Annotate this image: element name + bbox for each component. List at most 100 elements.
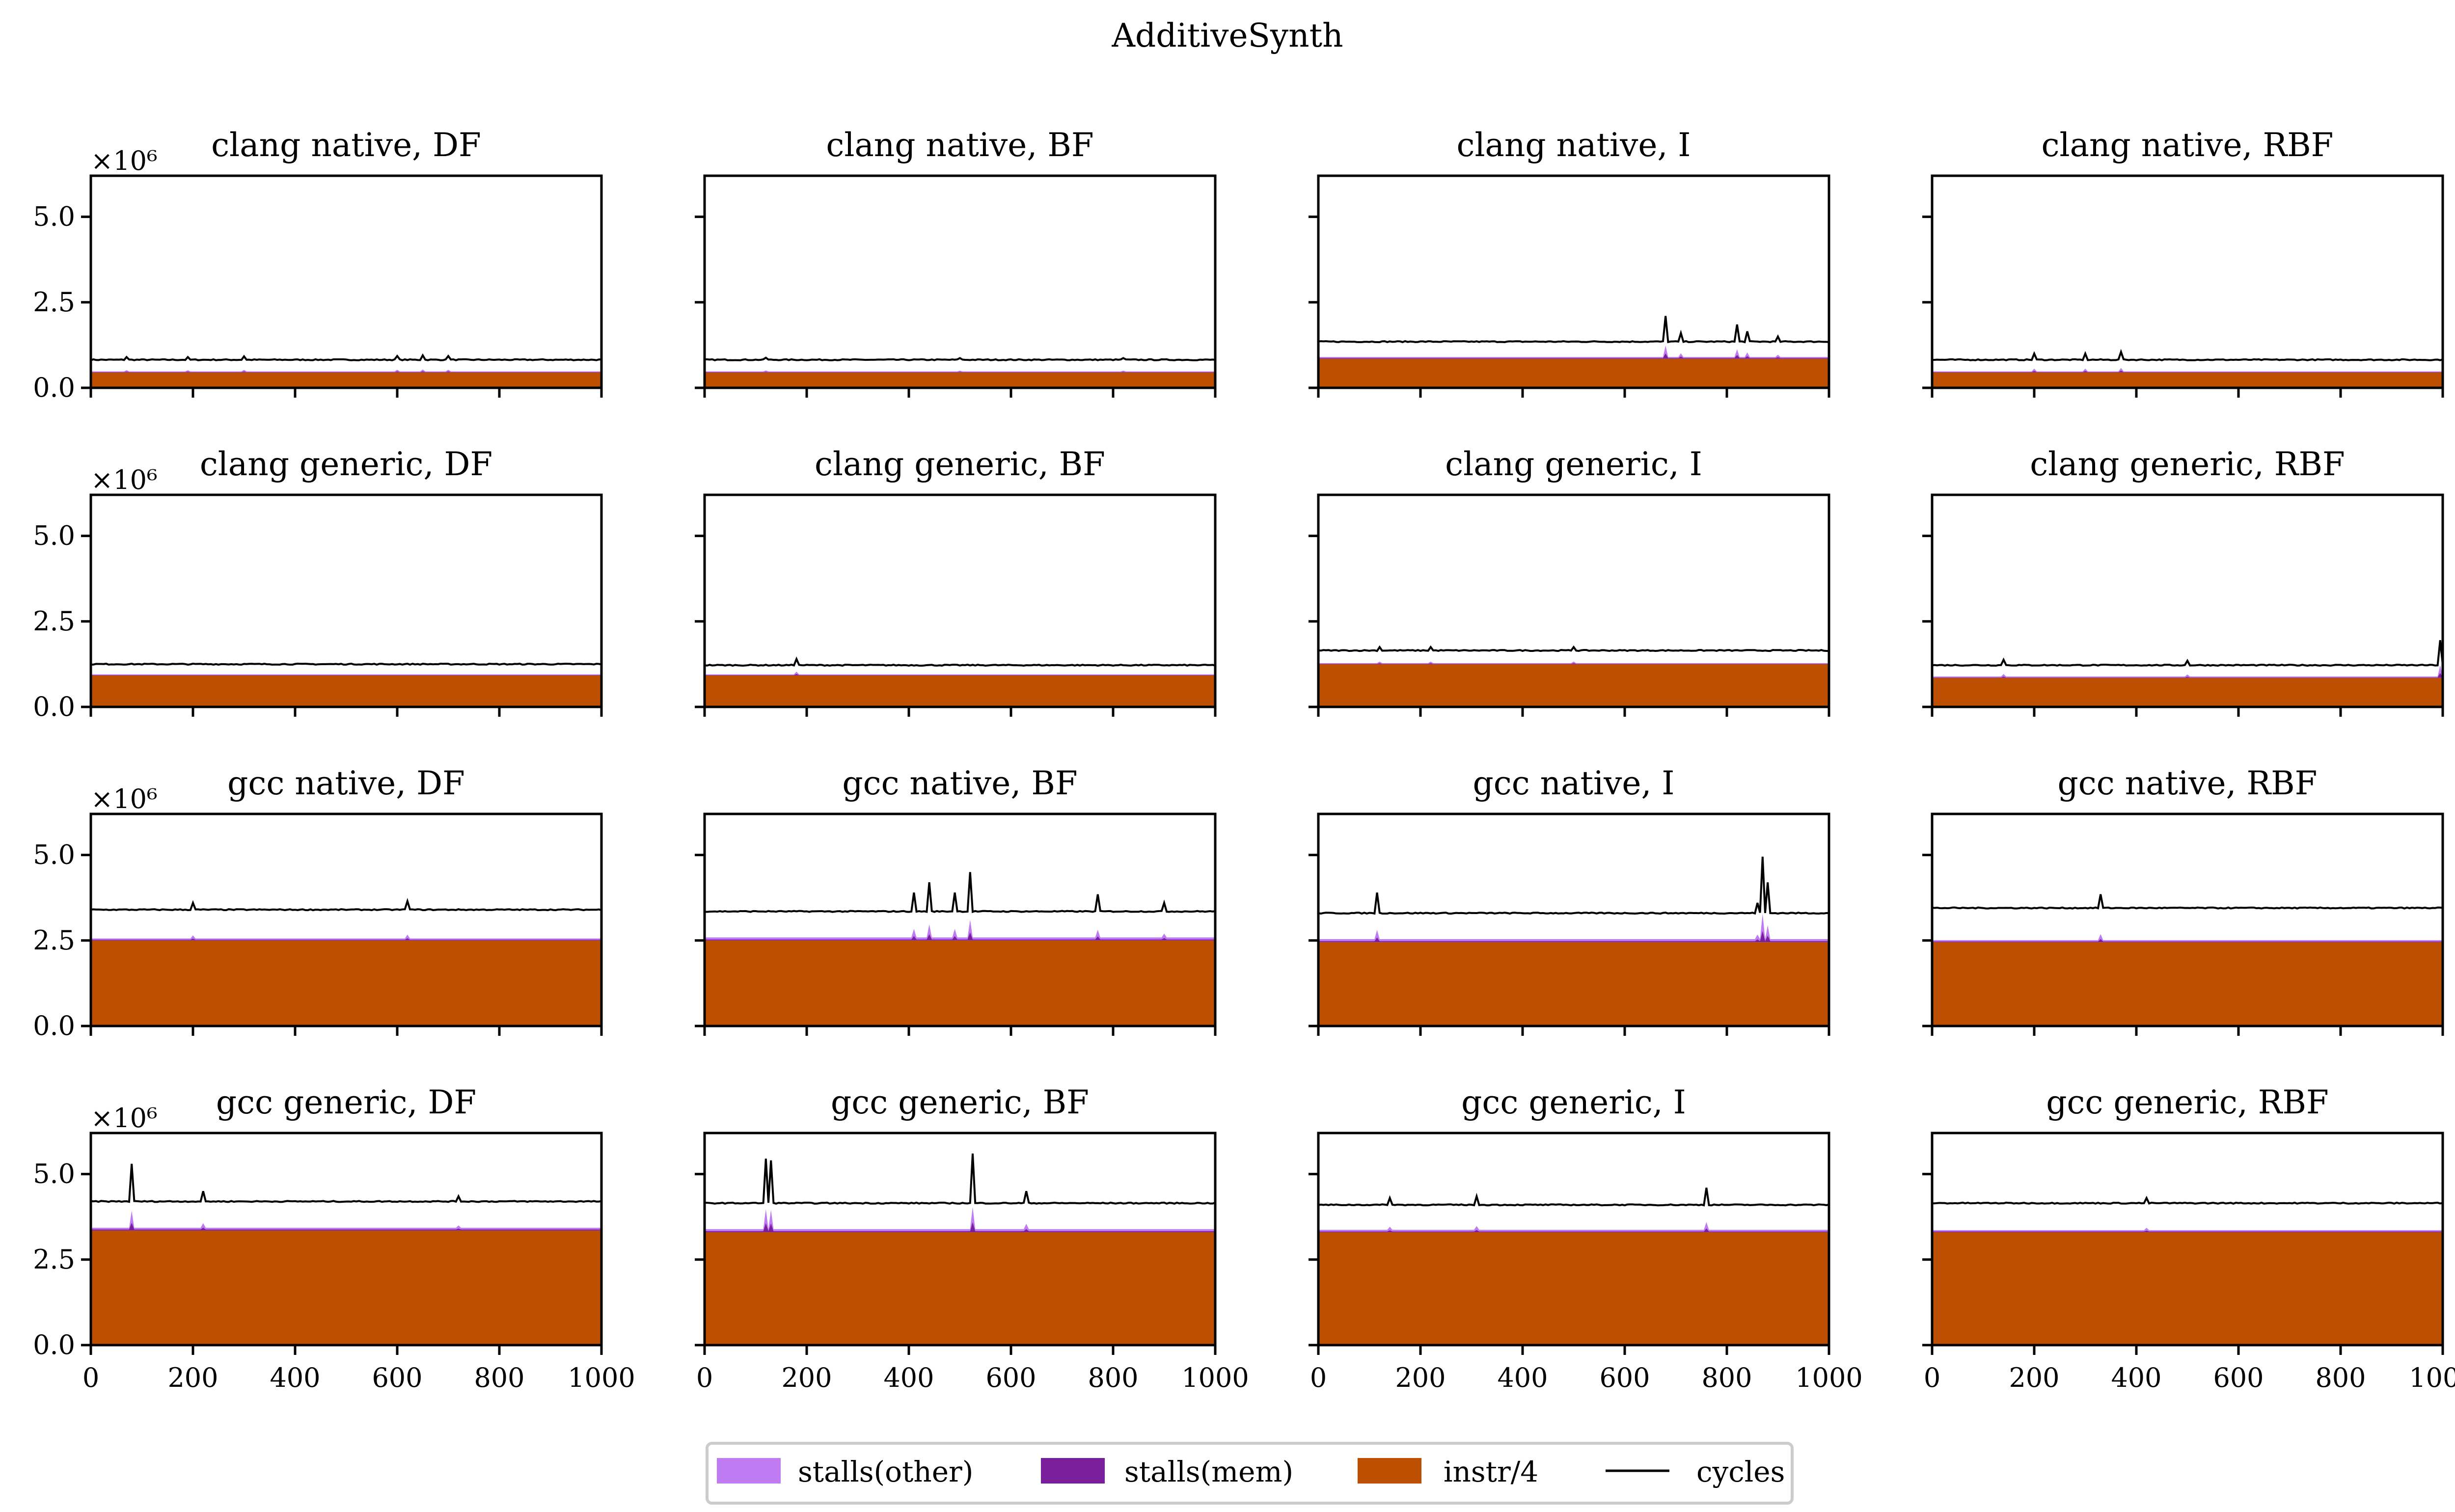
stalls-other-area <box>1318 661 1829 664</box>
x-tick-label: 600 <box>985 1362 1036 1393</box>
x-tick-label: 0 <box>1310 1362 1327 1393</box>
cycles-line <box>90 897 602 912</box>
instr-area <box>1932 942 2443 1026</box>
stalls-other-area <box>1932 934 2443 943</box>
y-tick-label: 0.0 <box>33 1329 75 1360</box>
cycles-line <box>1318 857 1829 915</box>
panel-title: clang native, DF <box>211 126 481 164</box>
instr-area <box>705 372 1215 388</box>
stalls-mem-area <box>705 674 1215 675</box>
panel-title: gcc generic, BF <box>831 1083 1089 1121</box>
x-tick-label: 0 <box>696 1362 713 1393</box>
stalls-other-area <box>705 1207 1215 1233</box>
panel-grid: clang native, DF 0.0 2.5 5.0 ×10⁶ clang nativ… <box>33 126 2455 1393</box>
panel: gcc native, I <box>1309 764 1830 1036</box>
panel-title: clang generic, BF <box>815 445 1105 483</box>
instr-area <box>1932 1232 2443 1345</box>
cycles-line <box>1932 640 2444 667</box>
instr-area <box>1318 358 1829 388</box>
cycles-line <box>1932 1195 2443 1205</box>
axes-frame <box>89 812 603 1027</box>
legend-label-stalls-other: stalls(other) <box>798 1455 973 1488</box>
x-tick-label: 800 <box>1088 1362 1138 1393</box>
y-tick-label: 0.0 <box>33 372 75 403</box>
figure-title: AdditiveSynth <box>1111 17 1343 54</box>
y-offset-label: ×10⁶ <box>91 1103 158 1134</box>
x-tick-label: 200 <box>781 1362 832 1393</box>
instr-area <box>705 1232 1215 1345</box>
legend-label-cycles: cycles <box>1696 1455 1785 1488</box>
y-tick-label: 5.0 <box>33 839 75 870</box>
stalls-other-area <box>705 370 1215 373</box>
y-tick-label: 5.0 <box>33 1159 75 1189</box>
panel: clang generic, I <box>1309 445 1830 717</box>
legend-swatch-stalls-mem <box>1041 1458 1105 1484</box>
x-tick-label: 200 <box>2009 1362 2059 1393</box>
panel-title: gcc native, DF <box>227 764 465 802</box>
stalls-other-area <box>705 919 1215 941</box>
axes-frame <box>89 174 603 389</box>
y-tick-label: 2.5 <box>33 925 75 956</box>
cycles-line <box>704 872 1216 913</box>
legend-label-instr: instr/4 <box>1444 1455 1538 1488</box>
instr-area <box>91 940 601 1026</box>
axes-frame <box>703 174 1217 389</box>
stalls-mem-area <box>1932 1230 2443 1233</box>
axes-frame <box>1931 812 2444 1027</box>
y-tick-label: 2.5 <box>33 287 75 318</box>
x-tick-label: 400 <box>883 1362 934 1393</box>
x-tick-label: 800 <box>2315 1362 2366 1393</box>
instr-area <box>1932 677 2443 707</box>
cycles-line <box>1318 645 1829 652</box>
stalls-mem-area <box>1318 353 1829 359</box>
cycles-line <box>704 356 1216 361</box>
stalls-other-area <box>1318 1222 1829 1233</box>
instr-area <box>705 675 1215 707</box>
legend-label-stalls-mem: stalls(mem) <box>1124 1455 1293 1488</box>
cycles-line <box>90 662 602 666</box>
x-tick-label: 1000 <box>2409 1362 2455 1393</box>
instr-area <box>91 1230 601 1345</box>
y-tick-label: 2.5 <box>33 1244 75 1275</box>
axes-frame <box>1931 493 2444 708</box>
x-tick-label: 400 <box>2111 1362 2161 1393</box>
panel-title: gcc native, BF <box>842 764 1077 802</box>
panel-title: gcc generic, I <box>1461 1083 1686 1121</box>
x-tick-label: 200 <box>167 1362 218 1393</box>
x-tick-label: 400 <box>270 1362 320 1393</box>
y-tick-label: 0.0 <box>33 1010 75 1041</box>
panel-title: gcc native, I <box>1473 764 1674 802</box>
stalls-mem-area <box>705 1222 1215 1233</box>
stalls-mem-area <box>1932 939 2443 943</box>
panel: gcc generic, RBF 0 200 400 600 800 1000 <box>1922 1083 2455 1393</box>
panel-title: clang native, RBF <box>2042 126 2334 164</box>
panel-title: gcc generic, DF <box>216 1083 476 1121</box>
axes-frame <box>1317 174 1830 389</box>
stalls-mem-area <box>91 938 601 941</box>
x-tick-label: 0 <box>1924 1362 1940 1393</box>
x-tick-label: 400 <box>1497 1362 1548 1393</box>
panel: gcc native, DF 0.0 2.5 5.0 ×10⁶ <box>33 764 603 1041</box>
panel-title: gcc native, RBF <box>2058 764 2318 802</box>
instr-area <box>1318 664 1829 707</box>
axes-frame <box>1931 1132 2444 1347</box>
stalls-mem-area <box>705 932 1215 941</box>
instr-area <box>91 372 601 388</box>
x-tick-label: 1000 <box>568 1362 635 1393</box>
stalls-other-area <box>705 672 1215 675</box>
stalls-other-area <box>1318 345 1829 359</box>
y-tick-label: 5.0 <box>33 520 75 551</box>
stalls-mem-area <box>1932 673 2443 678</box>
x-tick-label: 600 <box>1599 1362 1650 1393</box>
y-tick-label: 2.5 <box>33 606 75 637</box>
panel: clang generic, DF 0.0 2.5 5.0 ×10⁶ <box>33 445 603 722</box>
panel: gcc generic, DF 0.0 2.5 5.0 ×10⁶ 0 200 400 600 80… <box>33 1083 635 1393</box>
stalls-mem-area <box>91 371 601 373</box>
axes-frame <box>703 812 1217 1027</box>
stalls-mem-area <box>91 1222 601 1231</box>
instr-area <box>1318 1232 1829 1345</box>
legend-frame <box>706 1442 1794 1505</box>
cycles-line <box>704 1153 1216 1205</box>
cycles-line <box>90 353 602 361</box>
